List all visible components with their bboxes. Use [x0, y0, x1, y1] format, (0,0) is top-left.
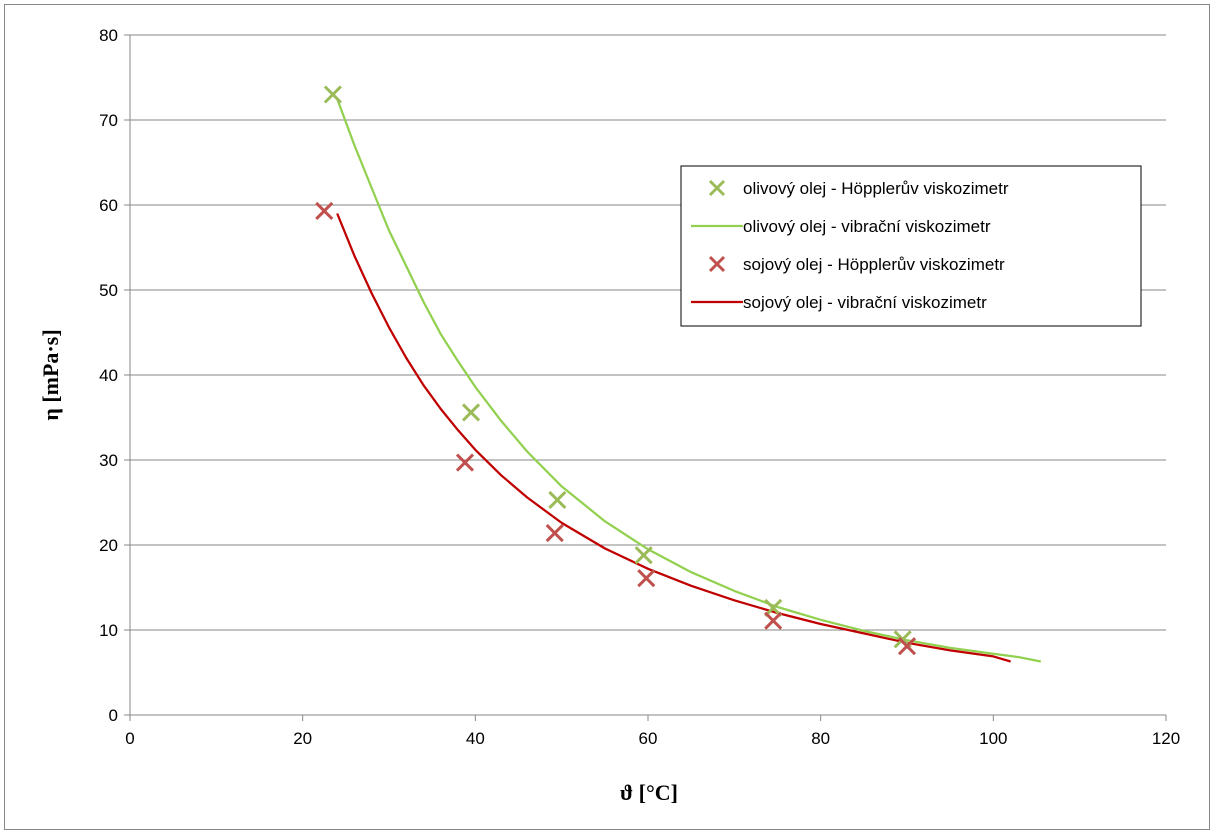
data-point-series-2 [897, 637, 917, 656]
marker-stroke [315, 201, 334, 221]
marker-stroke [461, 403, 481, 422]
x-tick-label: 60 [639, 729, 658, 748]
y-tick-label: 30 [99, 451, 118, 470]
data-point-series-0 [323, 85, 342, 104]
x-tick-label: 80 [811, 729, 830, 748]
data-point-series-0 [461, 403, 481, 422]
data-point-series-0 [548, 490, 567, 510]
gridlines [130, 34, 1166, 631]
x-tick-label: 0 [125, 729, 134, 748]
series-line-1 [336, 98, 1042, 663]
y-tick-label: 50 [99, 281, 118, 300]
legend-marker-2 [708, 255, 726, 273]
data-point-series-2 [315, 201, 334, 221]
legend-label-0: olivový olej - Höpplerův viskozimetr [743, 179, 1009, 198]
y-tick-label: 60 [99, 196, 118, 215]
x-axis-title: ϑ [°C] [620, 780, 678, 805]
data-point-series-2 [545, 524, 564, 543]
data-point-series-0 [634, 546, 653, 565]
data-point-series-2 [764, 611, 783, 630]
marker-stroke [634, 546, 653, 565]
chart-frame [4, 4, 1210, 830]
plot-area [315, 85, 1042, 663]
legend-label-3: sojový olej - vibrační viskozimetr [743, 293, 987, 312]
legend-label-1: olivový olej - vibrační viskozimetr [743, 217, 991, 236]
y-tick-label: 20 [99, 536, 118, 555]
marker-stroke [897, 637, 917, 656]
x-tick-label: 20 [293, 729, 312, 748]
legend-box [680, 165, 1142, 327]
series-line-3 [336, 213, 1011, 663]
x-tick-label: 40 [466, 729, 485, 748]
marker-stroke [708, 179, 726, 197]
y-tick-label: 10 [99, 621, 118, 640]
y-axis-title: η [mPa·s] [38, 329, 63, 420]
marker-stroke [545, 524, 564, 543]
y-tick-label: 80 [99, 26, 118, 45]
data-point-series-2 [455, 453, 475, 472]
axes: 0 10 20 30 40 50 60 70 80 0 20 40 60 80 100 120 [99, 26, 1180, 748]
marker-stroke [764, 611, 783, 630]
legend: olivový olej - Höpplerův viskozimetr oliv… [680, 165, 1142, 327]
marker-stroke [708, 255, 726, 273]
y-tick-label: 40 [99, 366, 118, 385]
legend-label-2: sojový olej - Höpplerův viskozimetr [743, 255, 1005, 274]
marker-stroke [548, 490, 567, 510]
x-tick-label: 100 [979, 729, 1007, 748]
legend-marker-0 [708, 179, 726, 197]
marker-stroke [637, 569, 656, 588]
marker-stroke [455, 453, 475, 472]
y-tick-label: 0 [109, 706, 118, 725]
y-tick-label: 70 [99, 111, 118, 130]
x-tick-label: 120 [1152, 729, 1180, 748]
marker-stroke [323, 85, 342, 104]
data-point-series-2 [637, 569, 656, 588]
marker-stroke [893, 630, 912, 649]
